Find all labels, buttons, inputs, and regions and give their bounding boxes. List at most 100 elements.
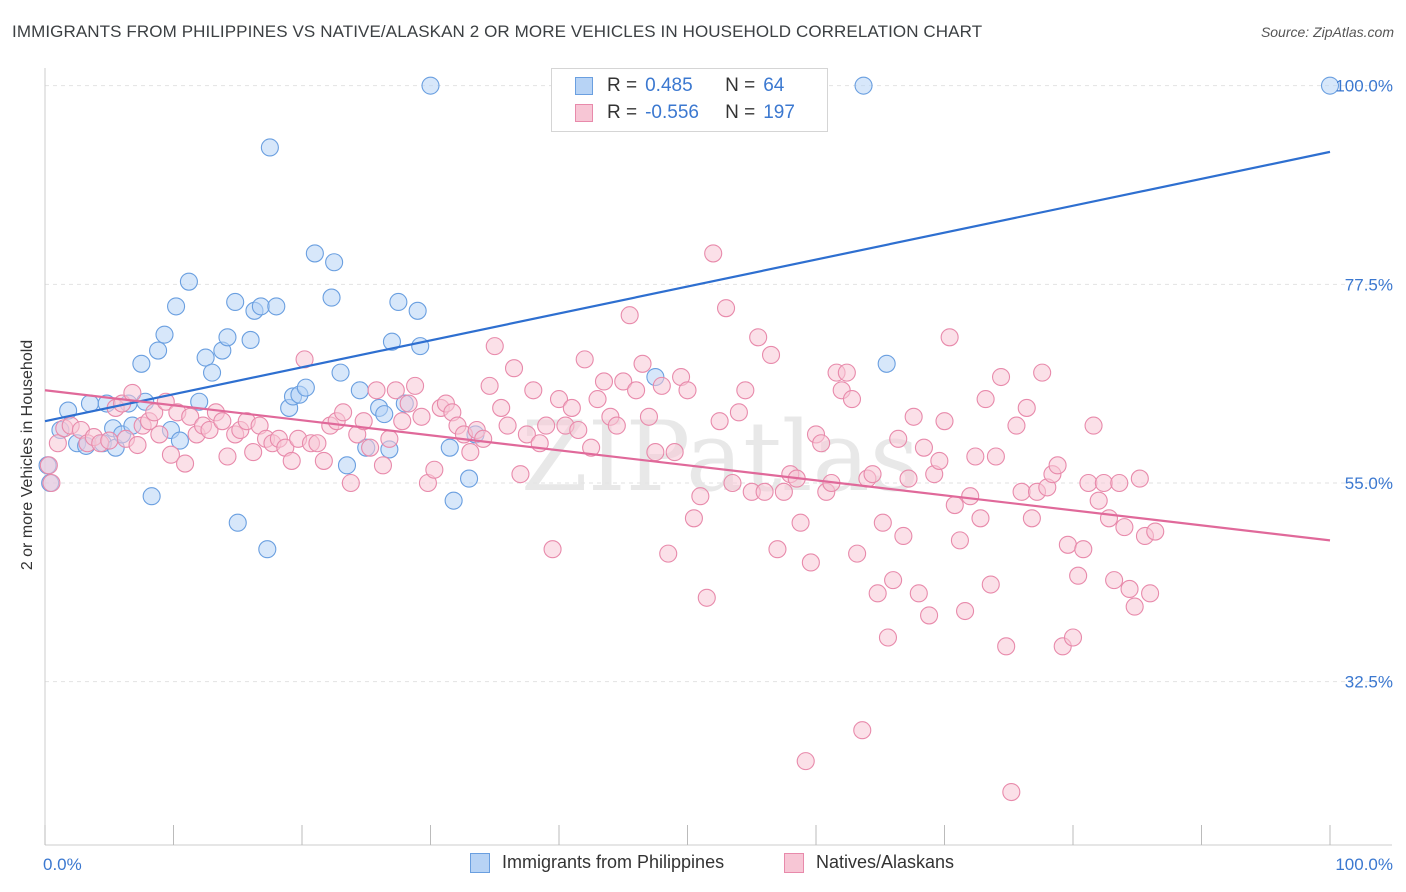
immigrants-point — [260, 138, 279, 157]
bottom-legend-swatch-blue — [470, 852, 490, 873]
natives-point — [801, 553, 820, 572]
natives-point — [1141, 584, 1160, 603]
legend-swatch-blue — [575, 77, 593, 95]
natives-point — [511, 465, 530, 484]
immigrants-point — [331, 363, 350, 382]
natives-point — [161, 445, 180, 464]
natives-point — [853, 721, 872, 740]
immigrants-point — [258, 540, 277, 559]
natives-point — [314, 451, 333, 470]
natives-point — [1146, 522, 1165, 541]
natives-point — [863, 465, 882, 484]
legend-r-label: R = — [607, 75, 638, 96]
natives-point — [837, 363, 856, 382]
natives-point — [537, 416, 556, 435]
bottom-legend-immigrants: Immigrants from Philippines — [470, 852, 724, 873]
natives-point — [961, 487, 980, 506]
natives-point — [575, 350, 594, 369]
natives-point — [282, 451, 301, 470]
immigrants-point — [251, 297, 270, 316]
natives-point — [627, 381, 646, 400]
immigrants-point — [228, 513, 247, 532]
legend-r-label: R = — [607, 102, 638, 123]
natives-point — [1002, 782, 1021, 802]
natives-point — [1105, 571, 1124, 590]
natives-point — [868, 584, 887, 603]
natives-point — [48, 434, 67, 453]
immigrants-point — [196, 348, 215, 367]
natives-point — [646, 443, 665, 462]
natives-point — [639, 407, 659, 426]
immigrants-point — [170, 431, 189, 450]
legend-r-value-immigrants: 0.485 — [645, 75, 693, 96]
legend-r-value-natives: -0.556 — [645, 102, 699, 123]
immigrants-point — [877, 354, 896, 373]
natives-point — [652, 376, 671, 395]
natives-point — [1110, 473, 1129, 493]
natives-point — [791, 513, 810, 532]
natives-point — [1012, 482, 1031, 501]
natives-point — [920, 606, 939, 625]
natives-point — [1130, 469, 1149, 488]
natives-point — [425, 460, 444, 479]
immigrants-point — [179, 272, 198, 291]
natives-point — [633, 354, 652, 373]
natives-point — [878, 628, 898, 647]
natives-point — [761, 345, 781, 365]
natives-point — [899, 469, 918, 488]
natives-point — [380, 429, 399, 448]
natives-point — [412, 407, 431, 426]
natives-point — [334, 403, 353, 422]
natives-point — [399, 394, 418, 413]
bottom-legend-natives: Natives/Alaskans — [784, 852, 954, 873]
immigrants-point — [190, 392, 209, 411]
natives-point — [1089, 491, 1108, 510]
y-tick-label: 32.5% — [1345, 673, 1393, 692]
natives-point — [543, 540, 562, 559]
natives-point — [1033, 363, 1052, 382]
natives-point — [588, 390, 607, 409]
natives-point — [710, 412, 729, 431]
natives-point — [517, 425, 536, 444]
immigrants-point — [375, 405, 394, 424]
immigrants-point — [203, 363, 222, 382]
natives-point — [909, 584, 928, 603]
natives-point — [42, 473, 61, 493]
immigrants-point — [132, 354, 151, 373]
axes — [44, 68, 1392, 846]
series-natives-points — [39, 244, 1165, 802]
natives-point — [981, 575, 1000, 594]
natives-point — [361, 438, 380, 457]
natives-point — [697, 588, 716, 607]
natives-point — [884, 571, 903, 590]
immigrants-point — [382, 332, 402, 351]
grid-lines — [45, 85, 1392, 683]
chart-title: IMMIGRANTS FROM PHILIPPINES VS NATIVE/AL… — [12, 22, 983, 41]
immigrants-point — [149, 341, 168, 360]
legend-n-label: N = — [725, 75, 756, 96]
natives-point — [1125, 597, 1144, 616]
natives-point — [354, 412, 373, 431]
natives-point — [549, 390, 569, 409]
immigrants-point — [421, 76, 440, 95]
natives-point — [386, 381, 405, 400]
bottom-legend-label-immigrants: Immigrants from Philippines — [502, 852, 725, 872]
natives-point — [716, 299, 736, 318]
natives-point — [150, 425, 169, 444]
natives-point — [930, 451, 949, 470]
immigrants-point — [408, 301, 427, 320]
natives-point — [950, 531, 969, 550]
natives-point — [1079, 473, 1098, 493]
natives-point — [665, 443, 684, 462]
immigrants-point — [325, 253, 344, 272]
correlation-legend: R = 0.485 N = 64 R = -0.556 N = 197 — [551, 68, 828, 132]
natives-point — [373, 456, 393, 475]
natives-point — [562, 398, 581, 417]
natives-point — [607, 416, 626, 435]
immigrants-point — [1320, 76, 1340, 95]
natives-point — [524, 381, 543, 400]
y-tick-label: 100.0% — [1335, 77, 1393, 96]
natives-point — [213, 412, 232, 431]
immigrants-point — [350, 381, 369, 400]
natives-point — [244, 443, 263, 462]
